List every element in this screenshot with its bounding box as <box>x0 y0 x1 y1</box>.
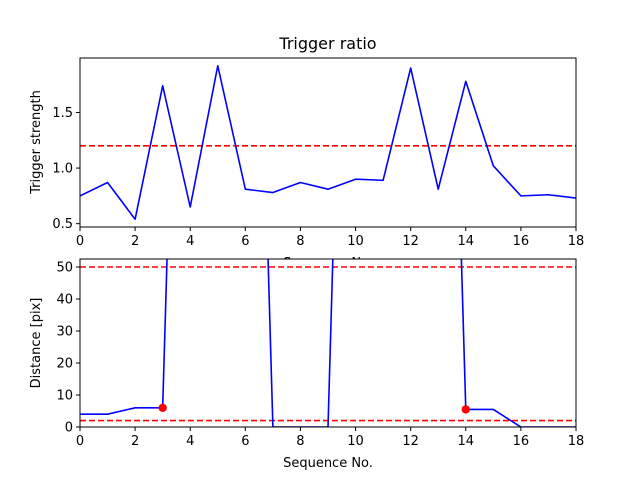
plot-area <box>80 64 576 221</box>
x-tick-label: 10 <box>347 234 364 249</box>
plot-area <box>80 259 576 427</box>
x-tick-label: 2 <box>131 234 139 249</box>
x-tick-label: 4 <box>186 234 194 249</box>
x-tick-label: 14 <box>458 434 475 449</box>
x-tick-label: 0 <box>76 234 84 249</box>
y-tick-label: 10 <box>56 389 73 404</box>
distance-chart: 0 2 4 6 8 10 12 14 16 18 0 10 20 30 40 50 <box>56 258 585 449</box>
series-line-0 <box>80 64 576 221</box>
axes-frame <box>79 258 577 428</box>
chart-1-xlabel: Sequence No. <box>283 456 373 471</box>
x-tick-label: 8 <box>296 434 304 449</box>
x-tick-label: 8 <box>296 234 304 249</box>
y-tick-label: 50 <box>56 261 73 276</box>
highlight-point-0 <box>158 403 167 412</box>
x-tick-label: 16 <box>513 434 530 449</box>
y-tick-label: 0 <box>65 421 73 436</box>
x-tick-label: 10 <box>347 434 364 449</box>
x-tick-label: 4 <box>186 434 194 449</box>
x-tick-label: 18 <box>568 434 585 449</box>
x-tick-label: 16 <box>513 234 530 249</box>
chart-1-ylabel: Distance [pix] <box>29 298 44 389</box>
x-tick-label: 6 <box>241 434 249 449</box>
y-tick-label: 30 <box>56 325 73 340</box>
chart-title: Trigger ratio <box>278 34 376 53</box>
y-tick-label: 1.5 <box>52 106 73 121</box>
x-tick-label: 12 <box>402 234 419 249</box>
chart-0-ylabel: Trigger strength <box>29 90 44 195</box>
x-tick-label: 2 <box>131 434 139 449</box>
x-tick-label: 18 <box>568 234 585 249</box>
axes-frame <box>79 57 577 228</box>
x-tick-label: 14 <box>458 234 475 249</box>
trigger-ratio-chart: 0 2 4 6 8 10 12 14 16 18 0.5 1.0 1.5 <box>52 57 585 249</box>
y-tick-label: 40 <box>56 293 73 308</box>
y-tick-label: 20 <box>56 357 73 372</box>
y-tick-label: 0.5 <box>52 217 73 232</box>
x-tick-label: 6 <box>241 234 249 249</box>
highlight-point-1 <box>461 405 470 414</box>
x-tick-label: 0 <box>76 434 84 449</box>
x-tick-label: 12 <box>402 434 419 449</box>
y-tick-label: 1.0 <box>52 162 73 177</box>
